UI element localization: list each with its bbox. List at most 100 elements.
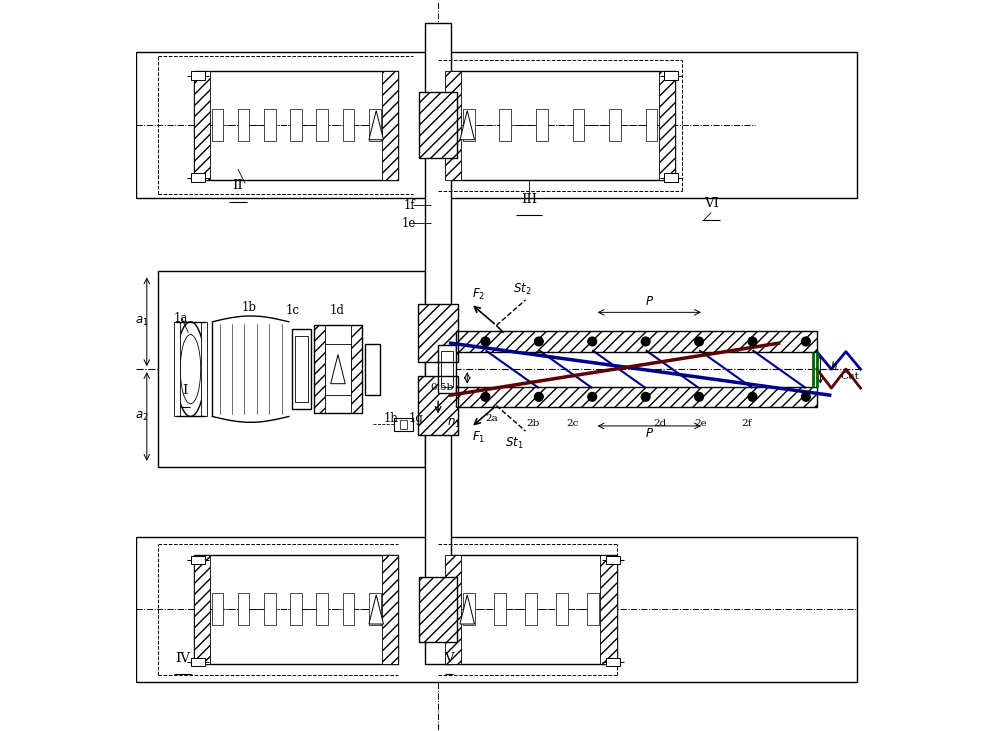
Circle shape (588, 393, 597, 401)
Bar (418, 376, 458, 435)
Bar (136, 537, 857, 682)
Bar (264, 594, 276, 626)
Bar (400, 420, 407, 429)
Bar (382, 555, 398, 664)
Bar (445, 71, 675, 180)
Bar (382, 71, 398, 180)
Text: $P$: $P$ (645, 427, 654, 440)
Bar (369, 109, 381, 141)
Text: 2c: 2c (567, 420, 579, 428)
Ellipse shape (176, 322, 205, 417)
Circle shape (695, 337, 703, 346)
Bar (343, 594, 354, 626)
Bar (201, 322, 207, 417)
Bar (191, 556, 205, 564)
Bar (419, 92, 457, 158)
Bar (425, 23, 451, 664)
Bar (351, 325, 362, 413)
Text: $P$: $P$ (645, 295, 654, 308)
Bar (606, 556, 620, 564)
Text: 2e: 2e (694, 420, 707, 428)
Circle shape (481, 337, 490, 346)
Text: 1f: 1f (403, 199, 415, 212)
Bar (194, 71, 398, 180)
Text: II: II (232, 179, 243, 192)
Bar (456, 331, 817, 352)
Bar (343, 109, 354, 141)
Bar (194, 71, 210, 180)
Bar (264, 109, 276, 141)
Bar (456, 387, 817, 407)
Circle shape (748, 393, 757, 401)
Bar (664, 173, 678, 182)
Bar (445, 555, 461, 664)
Text: 2d: 2d (654, 420, 667, 428)
Text: $St_1$: $St_1$ (505, 436, 524, 451)
Polygon shape (331, 355, 345, 384)
Bar (418, 303, 458, 362)
Bar (556, 594, 568, 626)
Circle shape (534, 393, 543, 401)
Bar (191, 657, 205, 666)
Text: 1d: 1d (329, 304, 344, 317)
Bar (419, 577, 457, 643)
Polygon shape (369, 110, 383, 140)
Bar (456, 331, 817, 352)
Bar (441, 352, 453, 387)
Polygon shape (460, 110, 475, 140)
Bar (463, 109, 475, 141)
Bar (419, 92, 457, 158)
Text: I: I (183, 385, 188, 398)
Bar (314, 325, 362, 413)
Text: 2f: 2f (741, 420, 751, 428)
Circle shape (641, 393, 650, 401)
Bar (606, 657, 620, 666)
Bar (325, 344, 351, 395)
Bar (419, 577, 457, 643)
Bar (365, 344, 380, 395)
Bar (418, 376, 458, 435)
Bar (174, 322, 180, 417)
Text: 2a: 2a (485, 414, 498, 423)
Bar (394, 418, 413, 431)
Bar (191, 72, 205, 80)
Bar (494, 594, 506, 626)
Bar (191, 173, 205, 182)
Circle shape (801, 337, 810, 346)
Bar (194, 555, 398, 664)
Bar (609, 109, 621, 141)
Bar (600, 555, 617, 664)
Circle shape (641, 337, 650, 346)
Text: 1c: 1c (285, 304, 299, 317)
Text: $F_1$: $F_1$ (472, 430, 485, 445)
Text: 1b: 1b (241, 300, 256, 314)
Text: $a_2$: $a_2$ (135, 410, 149, 423)
Bar (158, 270, 425, 467)
Text: $n_1$: $n_1$ (447, 417, 461, 431)
Bar (659, 71, 675, 180)
Circle shape (588, 337, 597, 346)
Polygon shape (460, 595, 475, 624)
Bar (438, 346, 456, 393)
Text: 1g: 1g (409, 412, 424, 425)
Circle shape (748, 337, 757, 346)
Text: $a_1$: $a_1$ (135, 315, 149, 328)
Text: $F_2$: $F_2$ (472, 287, 485, 302)
Bar (292, 329, 311, 409)
Text: III: III (521, 193, 537, 206)
Text: 2b: 2b (526, 420, 539, 428)
Bar (525, 594, 537, 626)
Bar (314, 325, 325, 413)
Text: VI: VI (704, 197, 719, 211)
Circle shape (801, 393, 810, 401)
Text: $h$: $h$ (830, 360, 837, 371)
Bar (290, 109, 302, 141)
Circle shape (534, 337, 543, 346)
Bar (295, 336, 308, 402)
Bar (194, 555, 210, 664)
Text: 1a: 1a (174, 311, 188, 325)
Bar (664, 72, 678, 80)
Bar (316, 109, 328, 141)
Bar (463, 594, 475, 626)
Bar (646, 109, 657, 141)
